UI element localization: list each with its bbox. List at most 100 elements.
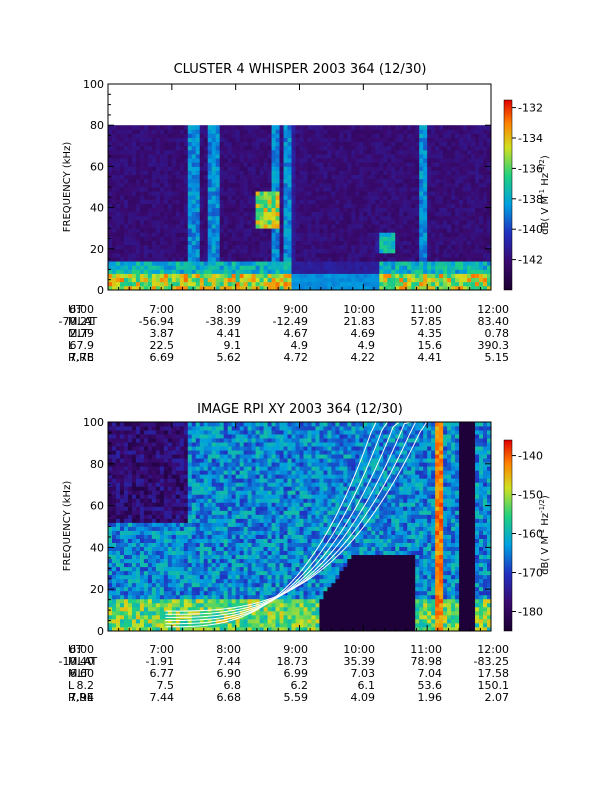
spectrogram-cell: [463, 207, 468, 213]
spectrogram-cell: [123, 170, 129, 176]
spectrogram-cell: [175, 562, 181, 568]
spectrogram-cell: [147, 137, 153, 143]
spectrogram-cell: [319, 203, 324, 208]
spectrogram-cell: [135, 224, 141, 229]
spectrogram-cell: [227, 261, 233, 266]
spectrogram-cell: [451, 269, 456, 274]
spectrogram-cell: [383, 261, 388, 266]
spectrogram-cell: [411, 228, 416, 233]
spectrogram-cell: [443, 154, 448, 159]
spectrogram-cell: [251, 137, 257, 143]
spectrogram-cell: [259, 261, 264, 266]
spectrogram-cell: [415, 228, 420, 233]
spectrogram-cell: [287, 252, 292, 258]
spectrogram-cell: [187, 281, 193, 287]
spectrogram-cell: [459, 158, 464, 163]
spectrogram-cell: [235, 145, 241, 151]
spectrogram-cell: [427, 257, 432, 262]
spectrogram-cell: [235, 125, 241, 130]
spectrogram-cell: [203, 265, 209, 270]
spectrogram-cell: [167, 482, 173, 487]
spectrogram-cell: [115, 273, 121, 279]
spectrogram-cell: [347, 207, 352, 213]
spectrogram-cell: [211, 158, 217, 163]
spectrogram-cell: [235, 203, 241, 208]
spectrogram-cell: [131, 446, 137, 451]
spectrogram-cell: [159, 562, 165, 568]
spectrogram-cell: [267, 141, 272, 147]
spectrogram-cell: [287, 215, 292, 221]
spectrogram-cell: [119, 277, 125, 283]
spectrogram-cell: [367, 265, 372, 270]
spectrogram-cell: [263, 154, 268, 159]
spectrogram-cell: [139, 199, 145, 204]
spectrogram-cell: [255, 178, 260, 184]
spectrogram-cell: [247, 170, 253, 176]
spectrogram-cell: [363, 269, 368, 274]
spectrogram-cell: [395, 257, 400, 262]
spectrogram-cell: [151, 566, 157, 572]
spectrogram-cell: [475, 162, 480, 167]
spectrogram-cell: [259, 219, 264, 225]
spectrogram-cell: [483, 141, 488, 147]
spectrogram-cell: [115, 133, 121, 138]
spectrogram-cell: [135, 273, 141, 279]
spectrogram-cell: [167, 502, 173, 507]
spectrogram-cell: [167, 582, 173, 588]
spectrogram-cell: [239, 224, 245, 229]
spectrogram-cell: [223, 219, 229, 225]
spectrogram-cell: [159, 211, 165, 217]
spectrogram-cell: [135, 199, 141, 204]
spectrogram-cell: [155, 430, 161, 435]
spectrogram-cell: [207, 224, 213, 229]
spectrogram-cell: [108, 498, 113, 503]
spectrogram-cell: [155, 610, 161, 616]
spectrogram-cell: [351, 236, 356, 241]
spectrogram-cell: [471, 133, 476, 138]
spectrogram-cell: [475, 207, 480, 213]
spectrogram-cell: [227, 133, 233, 138]
spectrogram-cell: [211, 178, 217, 184]
spectrogram-cell: [211, 228, 217, 233]
spectrogram-cell: [139, 474, 145, 479]
spectrogram-cell: [171, 252, 177, 258]
spectrogram-cell: [463, 154, 468, 159]
spectrogram-cell: [155, 450, 161, 455]
spectrogram-cell: [131, 219, 137, 225]
spectrogram-cell: [207, 133, 213, 138]
spectrogram-cell: [163, 438, 169, 443]
spectrogram-cell: [371, 273, 376, 279]
spectrogram-cell: [347, 145, 352, 151]
spectrogram-cell: [447, 265, 452, 270]
spectrogram-cell: [139, 149, 145, 155]
spectrogram-cell: [379, 195, 384, 200]
spectrogram-cell: [239, 273, 245, 279]
spectrogram-cell: [155, 257, 161, 262]
spectrogram-cell: [335, 158, 340, 163]
spectrogram-cell: [323, 174, 328, 180]
spectrogram-cell: [391, 195, 396, 200]
spectrogram-cell: [367, 211, 372, 217]
spectrogram-cell: [219, 137, 225, 143]
spectrogram-cell: [391, 285, 396, 291]
spectrogram-cell: [311, 277, 316, 283]
spectrogram-cell: [179, 618, 185, 624]
spectrogram-cell: [391, 261, 396, 266]
spectrogram-cell: [183, 514, 189, 519]
spectrogram-cell: [247, 244, 253, 250]
spectrogram-cell: [119, 578, 125, 584]
spectrogram-cell: [195, 211, 201, 217]
spectrogram-cell: [355, 129, 360, 134]
spectrogram-cell: [115, 137, 121, 143]
spectrogram-cell: [243, 236, 249, 241]
spectrogram-cell: [255, 261, 260, 266]
spectrogram-cell: [187, 574, 193, 580]
spectrogram-cell: [403, 145, 408, 151]
spectrogram-cell: [108, 594, 113, 600]
spectrogram-cell: [251, 125, 257, 130]
spectrogram-cell: [383, 195, 388, 200]
spectrogram-cell: [279, 277, 284, 283]
spectrogram-cell: [135, 626, 141, 632]
spectrogram-cell: [131, 228, 137, 233]
spectrogram-cell: [131, 490, 137, 495]
